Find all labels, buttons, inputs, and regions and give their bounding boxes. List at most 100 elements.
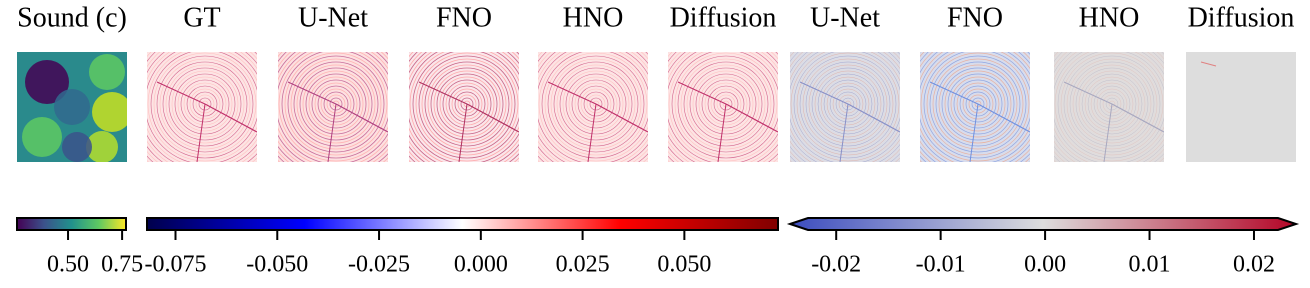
wavefront — [156, 55, 254, 153]
blob — [22, 117, 62, 157]
wavefront — [932, 58, 1024, 150]
wavefront — [177, 76, 233, 132]
tick-label: -0.02 — [811, 252, 861, 278]
blob — [54, 89, 90, 125]
tick-label: 0.000 — [454, 252, 508, 278]
wavefront — [959, 85, 997, 123]
wavefront — [823, 79, 873, 129]
wavefront — [1099, 91, 1125, 117]
ray — [595, 103, 648, 133]
wavefront — [454, 91, 480, 117]
wavefront — [547, 55, 645, 153]
panel-title: HNO — [1079, 2, 1140, 33]
wavefront — [1078, 70, 1146, 138]
wavefront — [317, 85, 355, 123]
wavefront — [1057, 52, 1164, 159]
wavefront — [817, 73, 879, 135]
panel-title: Diffusion — [1188, 2, 1295, 33]
ray — [327, 103, 337, 162]
wavefront — [965, 91, 991, 117]
wavefront — [808, 64, 888, 144]
panel-title: GT — [183, 2, 220, 33]
ray — [418, 81, 468, 105]
wavefront — [707, 85, 745, 123]
wavefront — [701, 79, 751, 129]
wavefront — [968, 94, 988, 114]
wavefront — [436, 73, 498, 135]
wavefront — [841, 97, 855, 111]
wavefront — [938, 64, 1018, 144]
wavefront — [1105, 97, 1119, 111]
wavefront — [171, 70, 239, 138]
wavefront — [409, 52, 519, 162]
ray — [977, 103, 1030, 133]
wavefront — [442, 79, 492, 129]
wavefront — [710, 88, 742, 120]
wavefront — [962, 88, 994, 120]
tick-label: 0.50 — [47, 252, 89, 278]
wavefront — [302, 70, 370, 138]
colorbar — [146, 217, 779, 231]
wavefront — [950, 76, 1006, 132]
ray — [204, 103, 257, 133]
wavefront — [935, 61, 1021, 147]
wavefront — [544, 52, 648, 156]
panel-image — [1054, 52, 1164, 162]
wavefront — [574, 82, 618, 126]
panel-image — [278, 52, 388, 162]
image-bg — [538, 52, 648, 162]
wavefront — [704, 82, 748, 126]
wavefront — [448, 85, 486, 123]
wavefront — [305, 73, 367, 135]
colorbar — [16, 217, 127, 231]
image-bg — [1186, 52, 1296, 162]
wavefront — [553, 61, 639, 147]
wavefront — [1054, 52, 1164, 162]
blob — [92, 92, 127, 132]
tick-label: 0.025 — [556, 252, 610, 278]
wavefront — [692, 70, 760, 138]
wavefront — [192, 91, 218, 117]
wavefront — [926, 52, 1030, 156]
ray — [335, 103, 388, 133]
wavefront — [1102, 94, 1122, 114]
wavefront — [559, 67, 633, 141]
panel-title: U-Net — [810, 2, 880, 33]
wavefront — [802, 58, 894, 150]
ray — [847, 103, 900, 133]
wavefront — [689, 67, 763, 141]
wavefront — [150, 52, 257, 159]
wavefront — [445, 82, 489, 126]
wavefront — [565, 73, 627, 135]
tick-label: 0.02 — [1233, 252, 1275, 278]
wavefront — [944, 70, 1012, 138]
wavefront — [433, 70, 501, 138]
blob — [89, 54, 125, 90]
wavefront — [668, 52, 778, 162]
ray — [466, 103, 519, 133]
wavefront — [562, 70, 630, 138]
panel-image — [17, 52, 127, 162]
wavefront — [162, 61, 248, 147]
wavefront — [713, 91, 739, 117]
panel-title: HNO — [563, 2, 624, 33]
ray — [799, 81, 849, 105]
tick-label: 0.00 — [1024, 252, 1066, 278]
wavefront — [1084, 76, 1140, 132]
wavefront — [418, 55, 516, 153]
wavefront — [424, 61, 510, 147]
wavefront — [716, 94, 736, 114]
wavefront — [168, 67, 242, 141]
wavefront — [165, 64, 245, 144]
ray — [1111, 103, 1164, 133]
wavefront — [412, 52, 519, 159]
ray — [587, 103, 597, 162]
wavefront — [427, 64, 507, 144]
wavefront — [180, 79, 230, 129]
wavefront — [683, 61, 769, 147]
wavefront — [671, 52, 778, 159]
wavefront — [290, 58, 382, 150]
wavefront — [1081, 73, 1143, 135]
wavefront — [1093, 85, 1131, 123]
wavefront — [1090, 82, 1134, 126]
